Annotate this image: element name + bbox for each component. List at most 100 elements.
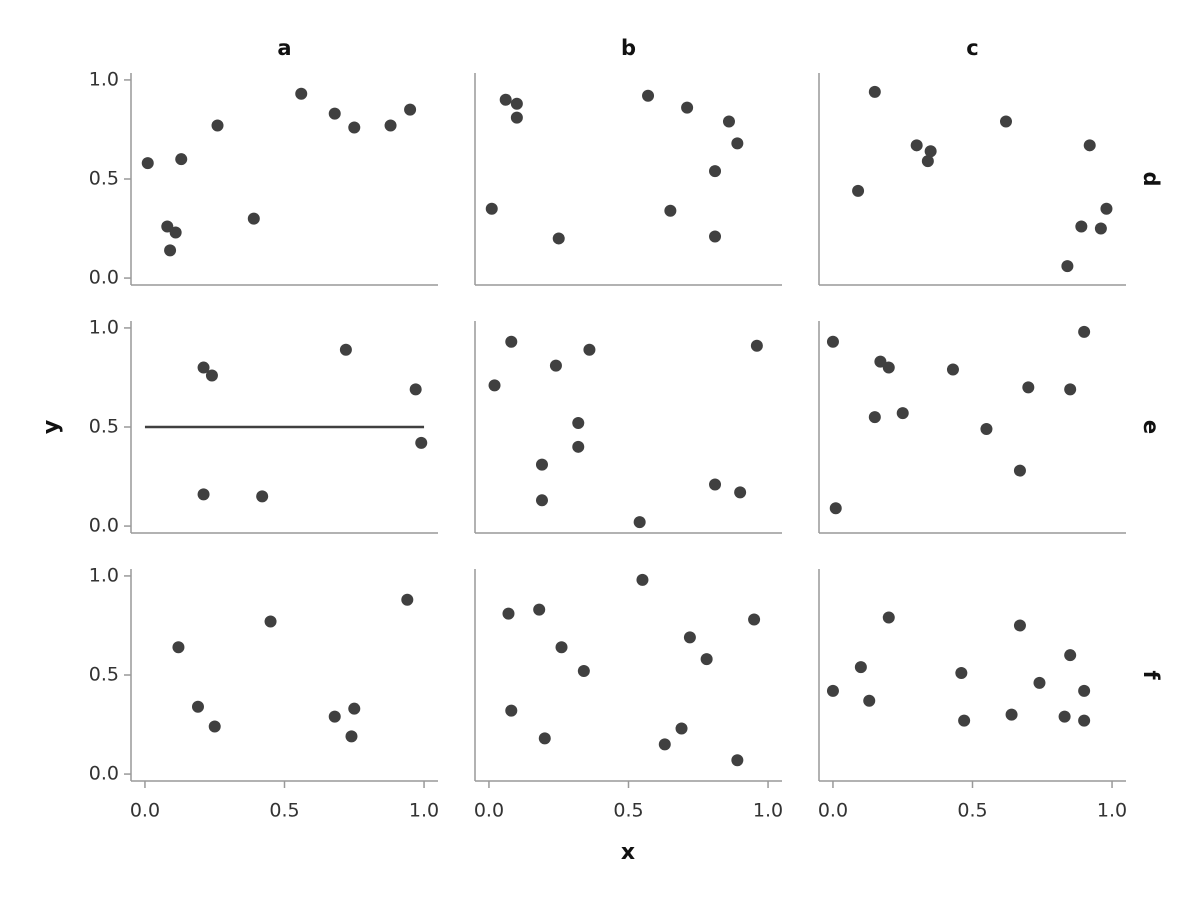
point xyxy=(404,103,417,116)
point xyxy=(488,379,501,392)
point xyxy=(191,700,204,713)
point xyxy=(709,165,722,178)
point xyxy=(348,702,361,715)
y-tick-label: 1.0 xyxy=(89,316,119,338)
point xyxy=(208,720,221,733)
point xyxy=(409,383,422,396)
point xyxy=(658,738,671,751)
point xyxy=(750,339,763,352)
point xyxy=(921,155,934,168)
point xyxy=(683,631,696,644)
point xyxy=(882,361,895,374)
y-tick-label: 1.0 xyxy=(89,68,119,90)
point xyxy=(510,111,523,124)
point xyxy=(1075,220,1088,233)
point xyxy=(854,661,867,674)
point xyxy=(499,93,512,106)
point xyxy=(256,490,269,503)
point xyxy=(868,411,881,424)
point xyxy=(549,359,562,372)
point xyxy=(577,665,590,678)
x-tick-label: 0.0 xyxy=(818,800,848,822)
point xyxy=(505,335,518,348)
point xyxy=(731,137,744,150)
x-tick-label: 1.0 xyxy=(753,800,783,822)
point xyxy=(852,184,865,197)
point xyxy=(339,343,352,356)
point xyxy=(1061,260,1074,273)
point xyxy=(161,220,174,233)
point xyxy=(1094,222,1107,235)
point xyxy=(748,613,761,626)
point xyxy=(1013,619,1026,632)
point xyxy=(211,119,224,132)
point xyxy=(502,607,515,620)
point xyxy=(485,202,498,215)
point xyxy=(868,85,881,98)
point xyxy=(709,478,722,491)
y-axis-title: y xyxy=(39,420,64,434)
point xyxy=(675,722,688,735)
point xyxy=(642,89,655,102)
point xyxy=(1078,714,1091,727)
y-tick-label: 0.0 xyxy=(89,763,119,785)
point xyxy=(1005,708,1018,721)
x-tick-label: 0.0 xyxy=(474,800,504,822)
point xyxy=(829,502,842,515)
point xyxy=(664,204,677,217)
point xyxy=(681,101,694,114)
point xyxy=(863,694,876,707)
point xyxy=(197,488,210,501)
point xyxy=(535,458,548,471)
point xyxy=(874,355,887,368)
point xyxy=(1100,202,1113,215)
point xyxy=(583,343,596,356)
point xyxy=(175,153,188,166)
x-tick-label: 0.5 xyxy=(269,800,299,822)
point xyxy=(826,684,839,697)
facet-row-label: d xyxy=(1139,171,1163,186)
point xyxy=(1022,381,1035,394)
point xyxy=(999,115,1012,128)
point xyxy=(722,115,735,128)
point xyxy=(896,407,909,420)
point xyxy=(1083,139,1096,152)
y-tick-label: 0.5 xyxy=(89,416,119,438)
point xyxy=(882,611,895,624)
point xyxy=(510,97,523,110)
point xyxy=(348,121,361,134)
point xyxy=(328,107,341,120)
point xyxy=(946,363,959,376)
y-tick-label: 0.5 xyxy=(89,168,119,190)
point xyxy=(709,230,722,243)
point xyxy=(1013,464,1026,477)
x-tick-label: 1.0 xyxy=(409,800,439,822)
point xyxy=(345,730,358,743)
point xyxy=(384,119,397,132)
y-tick-label: 0.0 xyxy=(89,515,119,537)
point xyxy=(958,714,971,727)
point xyxy=(1078,325,1091,338)
point xyxy=(572,417,585,430)
point xyxy=(538,732,551,745)
point xyxy=(205,369,218,382)
x-tick-label: 0.0 xyxy=(130,800,160,822)
y-tick-label: 0.5 xyxy=(89,664,119,686)
point xyxy=(731,754,744,767)
point xyxy=(535,494,548,507)
facet-column-label: b xyxy=(621,36,636,60)
point xyxy=(401,593,414,606)
point xyxy=(197,361,210,374)
point xyxy=(572,440,585,453)
point xyxy=(826,335,839,348)
facet-row-label: e xyxy=(1139,420,1163,434)
point xyxy=(700,653,713,666)
y-tick-label: 0.0 xyxy=(89,267,119,289)
point xyxy=(1033,676,1046,689)
point xyxy=(1064,383,1077,396)
point xyxy=(505,704,518,717)
point xyxy=(1064,649,1077,662)
x-axis-title: x xyxy=(621,840,635,865)
